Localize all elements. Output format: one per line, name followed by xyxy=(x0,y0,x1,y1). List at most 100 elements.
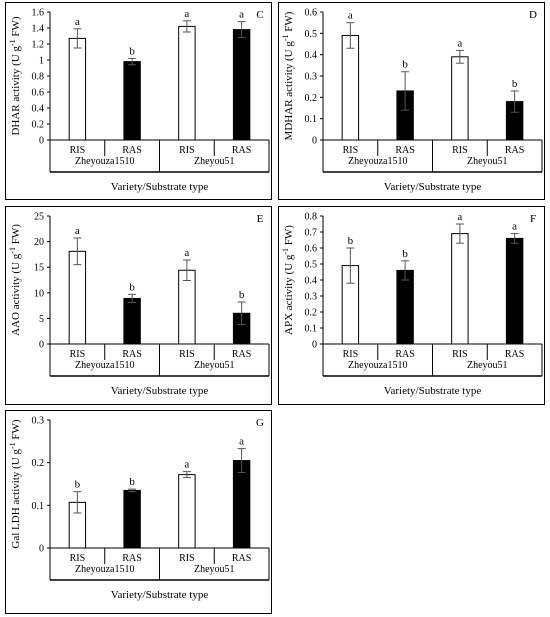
chart-f-category-label: RAS xyxy=(505,349,524,360)
chart-d-group-label: Zheyou51 xyxy=(467,156,508,167)
chart-f-svg: F 0 0.1 0.2 0.3 0.4 0.5 0.6 0.7 0.8 b RIS b RAS a RIS a R… xyxy=(278,206,545,405)
chart-g-category-label: RIS xyxy=(179,553,195,564)
chart-e-bar xyxy=(123,297,141,345)
chart-e-panel-letter: E xyxy=(257,213,264,225)
chart-d-y-label: MDHAR activity (U g-1 FW) xyxy=(281,11,295,140)
chart-d-category-label: RAS xyxy=(505,145,524,156)
chart-e-bar xyxy=(178,269,196,345)
chart-e-significance-letter: a xyxy=(75,225,80,237)
chart-g-y-tick-label: 0.2 xyxy=(32,458,45,469)
chart-c-y-tick-label: 0 xyxy=(39,136,44,147)
chart-d-bar xyxy=(451,56,469,141)
chart-e-y-tick-label: 15 xyxy=(34,263,44,274)
chart-g-x-label: Variety/Substrate type xyxy=(111,589,209,601)
chart-c-y-tick-label: 0.2 xyxy=(32,120,45,131)
chart-f-bar xyxy=(505,237,524,345)
chart-e-group-label: Zheyouza1510 xyxy=(75,360,134,371)
chart-e-significance-letter: a xyxy=(184,247,189,259)
chart-f-y-tick-label: 0.5 xyxy=(305,260,318,271)
chart-c-significance-letter: b xyxy=(129,45,135,57)
chart-f-y-tick-label: 0 xyxy=(312,340,317,351)
chart-c-frame xyxy=(5,2,272,200)
chart-f-significance-letter: a xyxy=(512,221,517,233)
chart-d-svg: D00.10.20.30.40.50.6 aRISbRASaRISbRASZhey… xyxy=(278,2,545,200)
chart-f-significance-letter: a xyxy=(457,211,462,223)
chart-d-y-tick-label: 0.3 xyxy=(305,72,318,83)
chart-c-y-label: DHAR activity (U g-1 FW) xyxy=(8,16,22,135)
chart-g-significance-letter: b xyxy=(129,476,135,488)
chart-g-y-tick-label: 0.1 xyxy=(32,501,45,512)
chart-c-significance-letter: a xyxy=(239,9,244,21)
chart-g-y-label: Gal LDH activity (U g-1 FW) xyxy=(8,419,22,549)
chart-g-category-label: RAS xyxy=(122,553,141,564)
chart-f-panel-letter: F xyxy=(530,213,536,225)
chart-c-group-label: Zheyou51 xyxy=(194,156,235,167)
chart-panel-f: F 0 0.1 0.2 0.3 0.4 0.5 0.6 0.7 0.8 b RIS b RAS a RIS a R… xyxy=(278,206,545,405)
chart-e-frame xyxy=(5,206,272,405)
chart-f-y-tick-label: 0.7 xyxy=(305,228,318,239)
chart-e-y-tick-label: 5 xyxy=(39,314,44,325)
chart-d-group-label: Zheyouza1510 xyxy=(348,156,407,167)
chart-d-category-label: RAS xyxy=(395,145,414,156)
chart-e-category-label: RIS xyxy=(179,349,195,360)
chart-e-category-label: RAS xyxy=(232,349,251,360)
chart-d-y-tick-label: 0.5 xyxy=(305,29,318,40)
chart-f-category-label: RIS xyxy=(343,349,359,360)
chart-f-bar xyxy=(396,269,414,345)
chart-c-category-label: RIS xyxy=(70,145,86,156)
chart-d-y-tick-label: 0.4 xyxy=(305,50,318,61)
chart-f-y-tick-label: 0.2 xyxy=(305,308,318,319)
chart-d-bar xyxy=(341,34,360,141)
chart-c-y-tick-label: 1.2 xyxy=(32,40,45,51)
chart-c-y-tick-label: 0.8 xyxy=(32,72,45,83)
chart-d-panel-letter: D xyxy=(529,9,537,21)
chart-e-x-label: Variety/Substrate type xyxy=(111,385,209,397)
chart-c-y-tick-label: 1 xyxy=(39,56,44,67)
chart-d-significance-letter: b xyxy=(512,78,518,90)
chart-g-significance-letter: b xyxy=(75,479,81,491)
chart-c-bar xyxy=(232,29,251,141)
chart-c-significance-letter: a xyxy=(75,16,80,28)
chart-g-category-label: RAS xyxy=(232,553,251,564)
chart-g-category-label: RIS xyxy=(70,553,86,564)
chart-c-x-label: Variety/Substrate type xyxy=(111,181,209,193)
chart-c-group-label: Zheyouza1510 xyxy=(75,156,134,167)
chart-c-bar xyxy=(123,61,141,141)
chart-g-group-label: Zheyou51 xyxy=(194,564,235,575)
chart-panel-d: D 0 0.1 0.2 0.3 0.4 0.5 0.6 a RIS b RAS a RIS b RAS Zhey… xyxy=(278,2,545,200)
chart-f-group-label: Zheyou51 xyxy=(467,360,508,371)
chart-e-y-tick-label: 25 xyxy=(34,212,44,223)
chart-g-frame xyxy=(5,410,272,614)
chart-d-y-tick-label: 0.1 xyxy=(305,114,318,125)
chart-g-significance-letter: a xyxy=(239,436,244,448)
chart-d-significance-letter: a xyxy=(457,37,462,49)
chart-c-y-tick-label: 1.6 xyxy=(32,8,45,19)
chart-g-group-label: Zheyouza1510 xyxy=(75,564,134,575)
chart-e-category-label: RIS xyxy=(70,349,86,360)
chart-d-significance-letter: b xyxy=(402,59,408,71)
chart-c-bar xyxy=(68,37,87,141)
chart-d-significance-letter: a xyxy=(348,10,353,22)
chart-g-y-tick-label: 0.3 xyxy=(32,416,45,427)
chart-panel-e: E 0 5 10 15 20 25 a RIS b RAS a RIS b RAS Zheyouza1510 Z… xyxy=(5,206,272,405)
chart-c-y-tick-label: 0.6 xyxy=(32,88,45,99)
chart-f-y-label: APX activity (U g-1 FW) xyxy=(281,225,295,335)
chart-f-y-tick-label: 0.1 xyxy=(305,324,318,335)
chart-g-bar xyxy=(178,474,196,549)
chart-f-category-label: RAS xyxy=(395,349,414,360)
chart-e-y-tick-label: 20 xyxy=(34,237,44,248)
chart-e-category-label: RAS xyxy=(122,349,141,360)
chart-e-y-label: AAO activity (U g-1 FW) xyxy=(8,224,22,336)
chart-c-y-tick-label: 0.4 xyxy=(32,104,45,115)
chart-f-category-label: RIS xyxy=(452,349,468,360)
chart-f-y-tick-label: 0.3 xyxy=(305,292,318,303)
chart-c-significance-letter: a xyxy=(184,8,189,20)
chart-f-bar xyxy=(451,233,469,345)
chart-d-category-label: RIS xyxy=(452,145,468,156)
chart-f-significance-letter: b xyxy=(348,235,354,247)
chart-e-bar xyxy=(68,250,87,345)
chart-g-bar xyxy=(232,460,251,549)
chart-f-significance-letter: b xyxy=(402,248,408,260)
chart-f-group-label: Zheyouza1510 xyxy=(348,360,407,371)
